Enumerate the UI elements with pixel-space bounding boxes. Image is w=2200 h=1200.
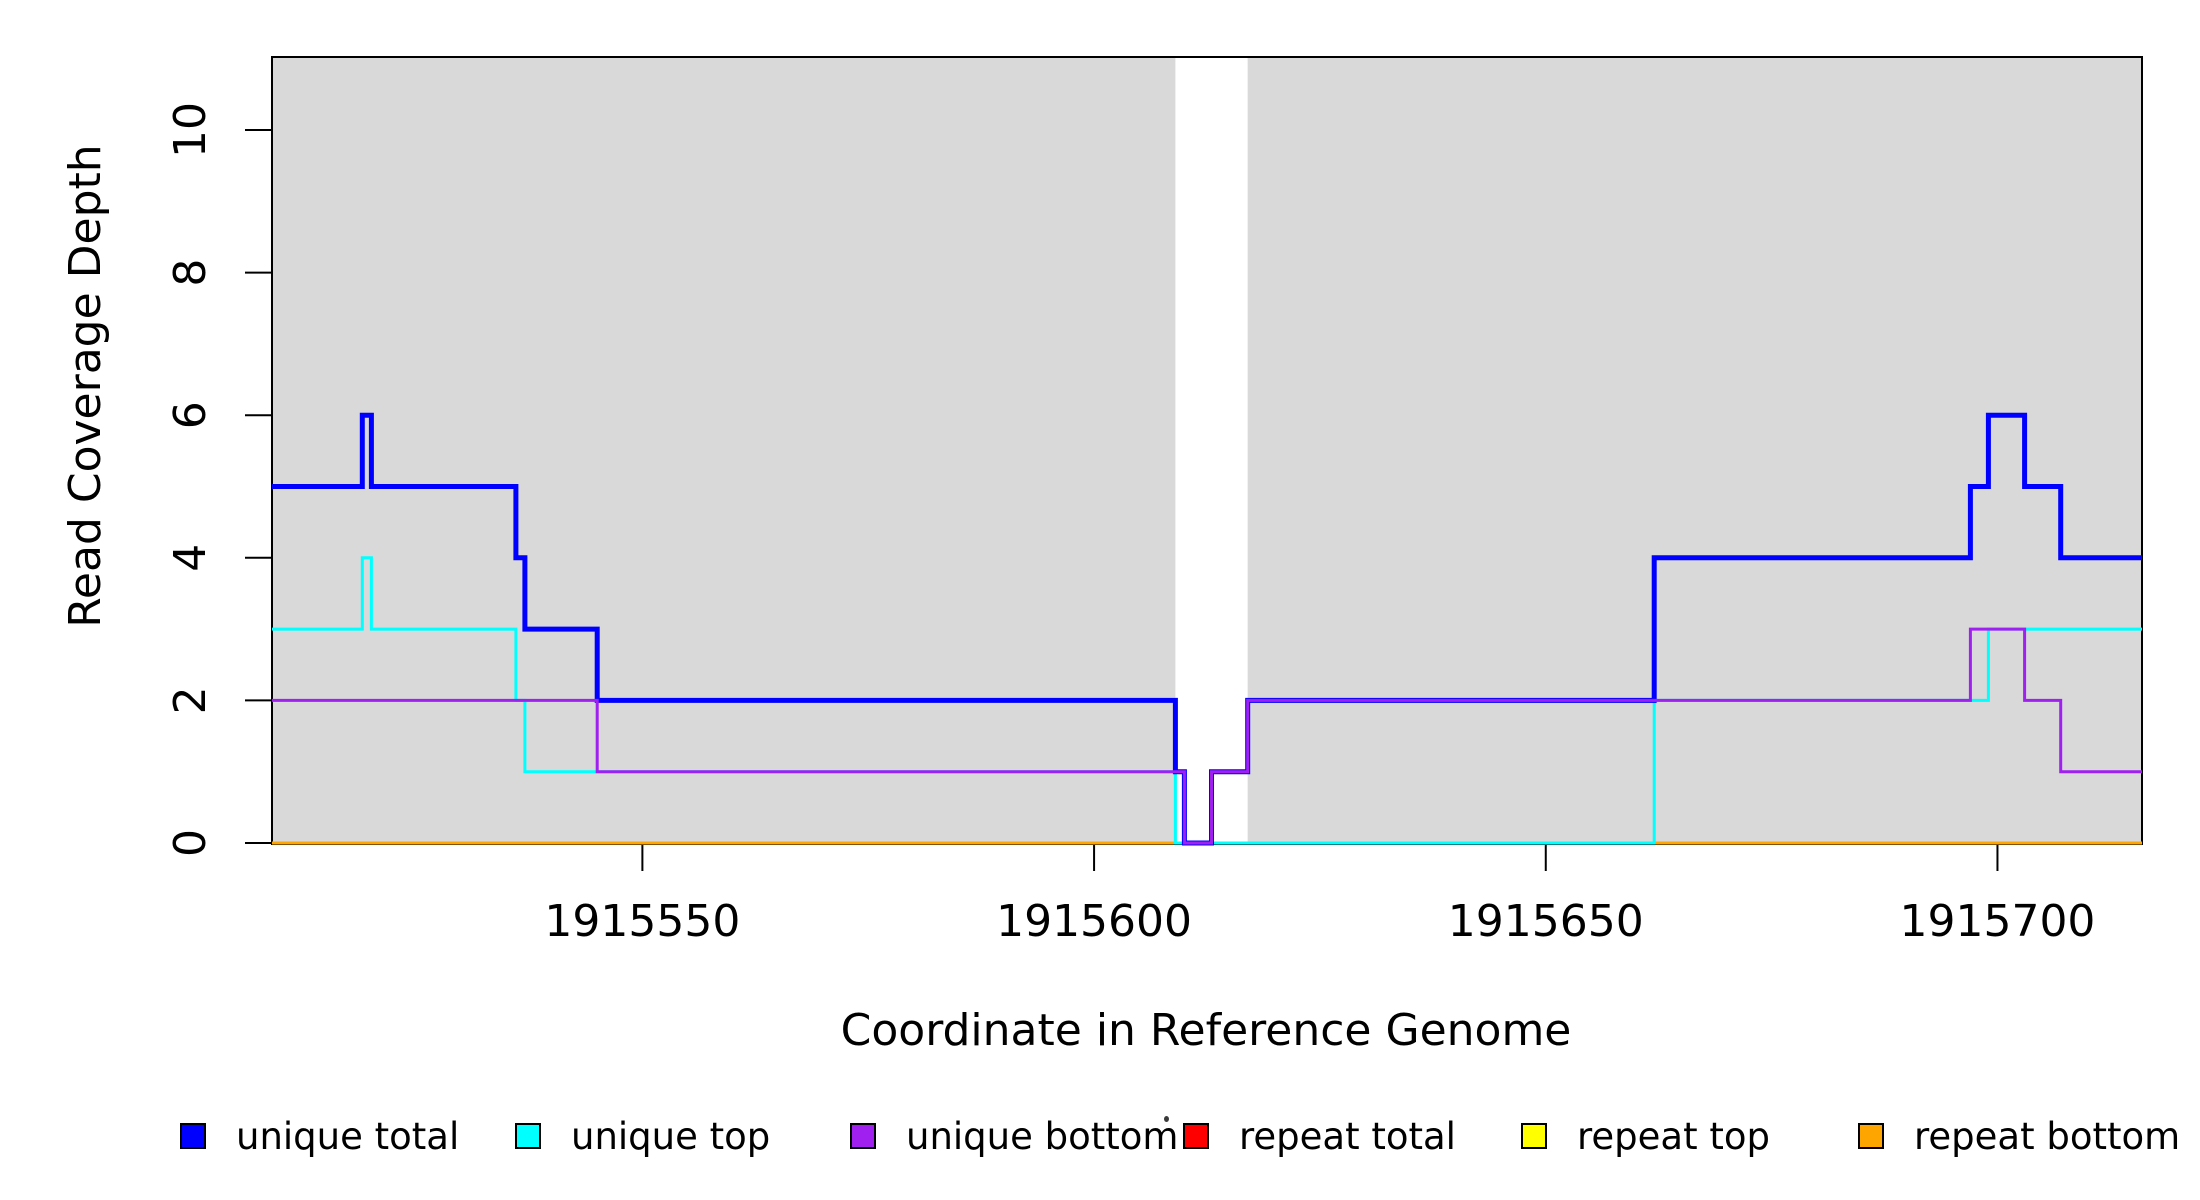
y-tick-label: 10 bbox=[165, 102, 216, 158]
y-tick-label: 8 bbox=[165, 259, 216, 287]
legend-item-unique-top: unique top bbox=[515, 1115, 770, 1158]
legend-swatch-repeat-top bbox=[1521, 1123, 1547, 1149]
legend-label: unique bottom bbox=[906, 1114, 1179, 1158]
plot-background-right bbox=[1247, 58, 2142, 844]
legend-item-unique-bottom: unique bottom bbox=[850, 1115, 1178, 1158]
x-tick-label: 1915600 bbox=[996, 896, 1192, 947]
legend: unique total unique top unique bottom repea… bbox=[0, 1115, 2200, 1161]
legend-item-repeat-total: repeat total bbox=[1183, 1115, 1456, 1158]
legend-label: unique top bbox=[571, 1114, 771, 1158]
legend-label: repeat total bbox=[1239, 1114, 1456, 1158]
legend-swatch-unique-total bbox=[180, 1123, 206, 1149]
legend-item-repeat-bottom: repeat bottom bbox=[1858, 1115, 2180, 1158]
stray-dot-mark bbox=[1164, 1116, 1169, 1122]
legend-swatch-unique-bottom bbox=[850, 1123, 876, 1149]
x-axis-title: Coordinate in Reference Genome bbox=[840, 1005, 1572, 1056]
x-tick-label: 1915700 bbox=[1899, 896, 2095, 947]
legend-label: repeat bottom bbox=[1914, 1114, 2181, 1158]
legend-label: unique total bbox=[236, 1114, 460, 1158]
x-tick-label: 1915550 bbox=[544, 896, 740, 947]
series-line-unique-bottom bbox=[272, 627, 2142, 845]
y-tick-label: 6 bbox=[165, 401, 216, 429]
legend-item-unique-total: unique total bbox=[180, 1115, 459, 1158]
y-axis-title: Read Coverage Depth bbox=[60, 144, 111, 628]
legend-swatch-repeat-bottom bbox=[1858, 1123, 1884, 1149]
plot-background-left bbox=[272, 58, 1176, 844]
y-tick-label: 2 bbox=[165, 686, 216, 714]
x-tick-label: 1915650 bbox=[1448, 896, 1644, 947]
y-tick-label: 4 bbox=[165, 544, 216, 572]
legend-swatch-repeat-total bbox=[1183, 1123, 1209, 1149]
legend-item-repeat-top: repeat top bbox=[1521, 1115, 1770, 1158]
legend-swatch-unique-top bbox=[515, 1123, 541, 1149]
y-tick-label: 0 bbox=[165, 829, 216, 857]
legend-label: repeat top bbox=[1577, 1114, 1770, 1158]
